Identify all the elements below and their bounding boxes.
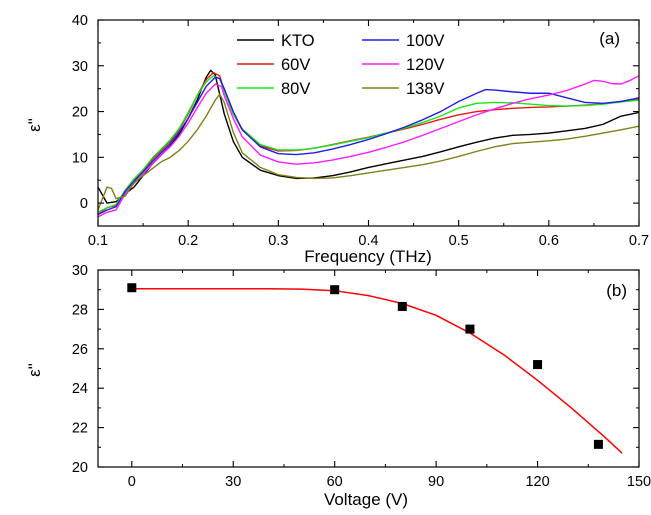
panel-b-x-tick-label: 0 [128, 474, 136, 490]
panel-a: 0.1 0.2 0.3 0.4 0.5 0.6 0.7 0 10 20 30 40 (a) Frequ… [25, 13, 649, 266]
panel-b-y-axis-title: ε" [25, 363, 44, 377]
panel-b-x-tick-label: 90 [428, 474, 444, 490]
panel-a-x-tick-label: 0.1 [88, 233, 108, 249]
panel-b-x-tick-label: 120 [525, 474, 549, 490]
panel-b-y-tick-label: 20 [72, 460, 88, 476]
panel-b-plot-area [127, 283, 623, 454]
panel-b-frame [97, 269, 640, 468]
panel-a-x-axis-title: Frequency (THz) [304, 247, 432, 266]
panel-a-y-tick-label: 10 [72, 150, 88, 166]
panel-a-legend: KTO 100V 60V 120V 80V 138V [237, 32, 445, 98]
data-point [397, 301, 407, 311]
panel-a-x-tick-label: 0.4 [358, 233, 378, 249]
series-line-80v [98, 75, 639, 213]
panel-b-y-tick-label: 24 [72, 381, 88, 397]
fit-curve [131, 287, 623, 454]
data-point [465, 324, 475, 334]
panel-a-x-tick-label: 0.3 [268, 233, 288, 249]
series-line-138v [98, 93, 639, 211]
series-line-100v [98, 76, 639, 216]
panel-a-plot-area [98, 69, 639, 218]
data-point [593, 439, 603, 449]
panel-a-x-tick-label: 0.6 [539, 233, 559, 249]
data-point [330, 285, 340, 295]
panel-a-frame [97, 19, 640, 227]
panel-a-label: (a) [599, 29, 620, 48]
panel-a-x-tick-label: 0.7 [629, 233, 649, 249]
legend-label-100v: 100V [406, 32, 445, 50]
legend-label-80v: 80V [281, 80, 310, 98]
panel-b-ticks: 0 30 60 90 120 150 20 22 24 26 28 30 [72, 263, 651, 490]
series-line-60v [98, 71, 639, 216]
panel-b-x-tick-label: 60 [327, 474, 343, 490]
panel-b-y-tick-label: 28 [72, 302, 88, 318]
panel-b: 0 30 60 90 120 150 20 22 24 26 28 30 (b) Voltage (V… [25, 263, 651, 509]
panel-b-x-tick-label: 150 [627, 474, 651, 490]
data-point [533, 360, 543, 370]
panel-b-y-tick-label: 22 [72, 421, 88, 437]
panel-a-y-axis-title: ε" [25, 118, 44, 132]
legend-label-60v: 60V [281, 56, 310, 74]
panel-b-y-tick-label: 26 [72, 342, 88, 358]
panel-a-y-tick-label: 20 [72, 105, 88, 121]
panel-a-y-tick-label: 40 [72, 13, 88, 29]
panel-a-y-tick-label: 30 [72, 59, 88, 75]
legend-label-138v: 138V [406, 80, 445, 98]
panel-a-y-tick-label: 0 [80, 196, 88, 212]
panel-a-x-tick-label: 0.5 [449, 233, 469, 249]
data-point [127, 283, 137, 293]
legend-label-kto: KTO [281, 32, 315, 50]
panel-b-y-tick-label: 30 [72, 263, 88, 279]
series-line-120v [98, 75, 639, 218]
panel-b-x-tick-label: 30 [225, 474, 241, 490]
panel-b-label: (b) [606, 281, 627, 300]
legend-label-120v: 120V [406, 56, 445, 74]
panel-b-x-axis-title: Voltage (V) [324, 490, 408, 509]
panel-a-x-tick-label: 0.2 [178, 233, 198, 249]
